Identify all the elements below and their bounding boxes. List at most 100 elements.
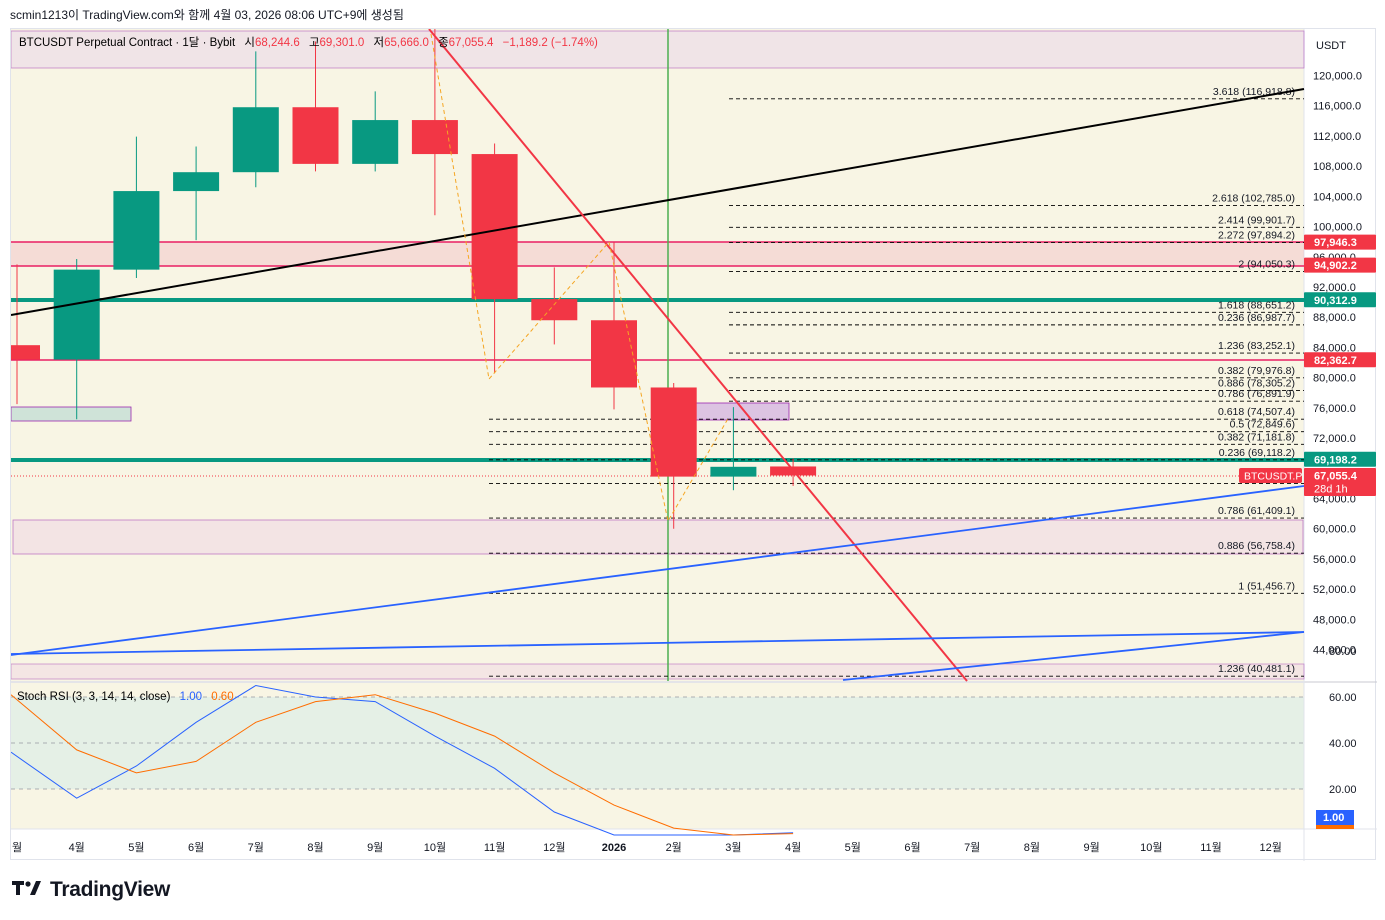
price-tick-label: 112,000.0 <box>1313 131 1361 143</box>
footer-logo[interactable]: TradingView <box>12 877 170 903</box>
time-tick-label: 월 <box>12 841 22 854</box>
red-trendline[interactable] <box>428 29 968 682</box>
stoch-tick-label: 20.00 <box>1329 784 1357 796</box>
price-badge <box>1304 352 1376 368</box>
stoch-band <box>11 697 1304 789</box>
candle-body[interactable] <box>113 191 160 270</box>
price-tick-label: 100,000.0 <box>1313 222 1362 234</box>
fib-label: 1.236 (40,481.1) <box>1218 663 1295 675</box>
price-tick-label: 84,000.0 <box>1313 342 1356 354</box>
price-tick-label: 72,000.0 <box>1313 433 1356 445</box>
candle-body[interactable] <box>531 299 578 321</box>
footer-brand: TradingView <box>50 878 171 901</box>
stoch-legend[interactable]: Stoch RSI (3, 3, 14, 14, close) 1.00 0.6… <box>17 691 234 703</box>
top-zone <box>11 30 1305 69</box>
candle-body[interactable] <box>411 120 458 155</box>
price-axis[interactable]: 120,000.0 116,000.0 112,000.0 108,000.0 104,… <box>1313 71 1362 657</box>
price-tick-label: 60,000.0 <box>1313 524 1356 536</box>
fib-label: 0.886 (56,758.4) <box>1218 540 1295 552</box>
time-tick-label: 9월 <box>367 841 383 854</box>
price-badge <box>1304 257 1376 273</box>
green-box <box>11 406 132 422</box>
time-tick-label: 10월 <box>1140 841 1162 854</box>
time-tick-label: 6월 <box>904 841 920 854</box>
time-tick-label: 5월 <box>128 841 144 854</box>
fib-label: 0.236 (69,118.2) <box>1219 447 1295 459</box>
time-tick-label: 6월 <box>188 841 204 854</box>
time-tick-label: 7월 <box>248 841 264 854</box>
candle-body[interactable] <box>173 172 220 192</box>
chart-svg[interactable]: 3.618 (116,918.8)2.618 (102,785.0)2.414 … <box>11 29 1377 861</box>
symbol-tag[interactable] <box>1239 467 1302 483</box>
price-tick-label: 48,000.0 <box>1313 614 1356 626</box>
price-badge-label: 94,902.2 <box>1314 260 1357 272</box>
time-tick-label: 12월 <box>543 841 565 854</box>
zigzag-pattern <box>430 33 730 523</box>
price-tick-label: 64,000.0 <box>1313 494 1356 506</box>
price-badge <box>1304 467 1376 496</box>
price-tick-label: 108,000.0 <box>1313 161 1362 173</box>
blue-trendline-main[interactable] <box>11 485 1305 656</box>
black-trendline[interactable] <box>11 88 1305 316</box>
candle-body[interactable] <box>591 320 637 388</box>
price-badge <box>1304 234 1376 250</box>
candle-body[interactable] <box>352 120 399 164</box>
time-tick-label: 5월 <box>845 841 861 854</box>
chart-frame[interactable]: 3.618 (116,918.8) 2.618 (102,785.0) 2.414 … <box>10 28 1377 861</box>
fib-label: 1.618 (88,651.2) <box>1218 299 1295 311</box>
stoch-tick-label: 40.00 <box>1329 738 1357 750</box>
fib-label: 0.618 (74,507.4) <box>1218 406 1295 418</box>
fib-label: 0.886 (78,305.2) <box>1218 377 1295 389</box>
price-badge-label: 82,362.7 <box>1314 355 1357 367</box>
fib-label: 1.236 (83,252.1) <box>1218 340 1295 352</box>
stoch-tick-label: 80.00 <box>1329 646 1357 658</box>
stoch-tick-label: 60.00 <box>1329 692 1357 704</box>
price-tick-label: 116,000.0 <box>1313 101 1361 113</box>
fib-label: 2.414 (99,901.7) <box>1218 214 1295 226</box>
time-tick-label: 4월 <box>69 841 85 854</box>
price-badge-countdown: 28d 1h <box>1314 483 1348 495</box>
symbol-legend[interactable]: BTCUSDT Perpetual Contract · 1달 · Bybit … <box>19 35 598 49</box>
candle-body[interactable] <box>650 387 697 477</box>
currency-label[interactable]: USDT <box>1316 40 1346 52</box>
support-zone <box>12 519 1304 555</box>
tv-logo-icon <box>12 877 42 903</box>
fib-label: 2 (94,050.3) <box>1238 259 1295 271</box>
candles <box>11 29 817 529</box>
fib-label: 2.618 (102,785.0) <box>1212 193 1295 205</box>
time-tick-label: 2월 <box>666 841 682 854</box>
header-text: scmin1213이 TradingView.com와 함께 4월 03, 20… <box>10 8 404 22</box>
stoch-axis[interactable]: 80.00 60.00 40.00 20.00 1.00 <box>1316 646 1357 829</box>
price-badge-label: 69,198.2 <box>1314 454 1357 466</box>
time-tick-label: 8월 <box>1024 841 1040 854</box>
fib-label: 1 (51,456.7) <box>1238 580 1295 592</box>
candle-body[interactable] <box>53 269 100 360</box>
candle-body[interactable] <box>471 154 518 300</box>
candle-body[interactable] <box>11 345 40 360</box>
time-tick-label: 12월 <box>1260 841 1282 854</box>
price-tick-label: 76,000.0 <box>1313 403 1356 415</box>
stoch-k-line <box>11 684 794 836</box>
price-tick-label: 120,000.0 <box>1313 71 1362 83</box>
pink-band <box>11 242 1304 266</box>
candle-body[interactable] <box>292 107 339 164</box>
time-tick-label: 3월 <box>725 841 741 854</box>
candle-body[interactable] <box>710 466 757 477</box>
fib-label: 0.236 (86,987.7) <box>1218 312 1295 324</box>
stoch-value-badge <box>1316 810 1354 825</box>
blue-trendline-lower[interactable] <box>842 631 1305 681</box>
fib-label: 0.786 (61,409.1) <box>1218 505 1295 517</box>
time-tick-label: 10월 <box>424 841 446 854</box>
price-pane-bg <box>11 29 1304 681</box>
blue-trendline-upper[interactable] <box>11 631 1305 655</box>
fib-label: 0.786 (76,891.9) <box>1218 388 1295 400</box>
price-badge <box>1304 451 1376 467</box>
fib-label: 0.5 (72,849.6) <box>1230 419 1295 431</box>
time-tick-label: 11월 <box>484 841 506 854</box>
time-tick-label: 11월 <box>1200 841 1222 854</box>
time-axis[interactable]: 월 4월 5월 6월 7월 8월 9월 10월 11월 12월 2026 2월 3월 4월 5월 6월 7월 8월… <box>12 841 1282 854</box>
price-badge-label: 97,946.3 <box>1314 237 1357 249</box>
fib-label: 0.382 (71,181.8) <box>1218 431 1295 443</box>
symbol-tag-label: BTCUSDT.P <box>1244 470 1302 482</box>
candle-body[interactable] <box>232 107 279 173</box>
